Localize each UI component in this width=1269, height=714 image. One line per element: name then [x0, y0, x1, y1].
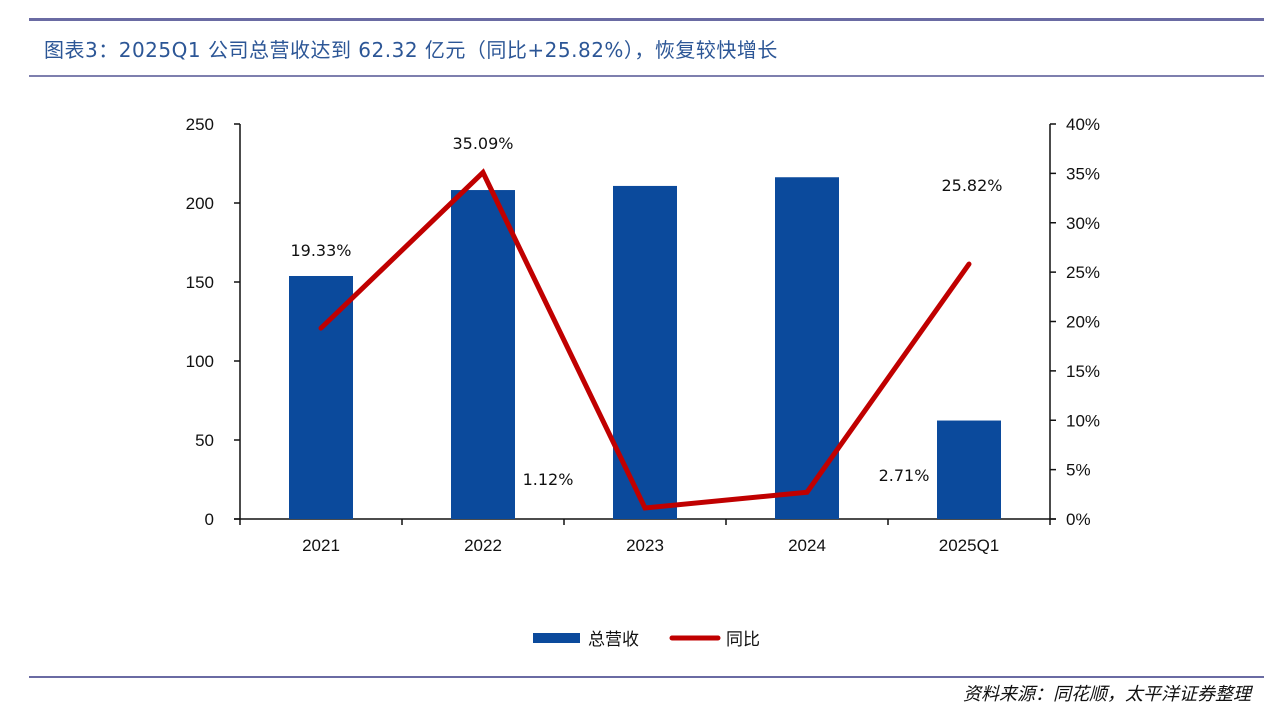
legend-label-yoy: 同比: [726, 630, 760, 650]
bar-2025Q1: [937, 420, 1001, 519]
left-axis-tick-label: 250: [186, 115, 214, 134]
bar-series: [289, 177, 1001, 519]
x-axis-tick-label: 2024: [788, 536, 826, 555]
right-axis-tick-label: 25%: [1066, 263, 1100, 282]
left-axis-tick-label: 200: [186, 194, 214, 213]
x-axis-tick-label: 2022: [464, 536, 502, 555]
chart-title: 图表3：2025Q1 公司总营收达到 62.32 亿元（同比+25.82%），恢…: [44, 38, 778, 62]
bar-2023: [613, 185, 677, 519]
data-label-2025Q1: 25.82%: [941, 176, 1002, 195]
x-axis-tick-label: 2025Q1: [939, 536, 1000, 555]
legend: 总营收 同比: [533, 630, 760, 650]
left-axis-tick-label: 0: [205, 510, 214, 529]
source-note: 资料来源：同花顺，太平洋证券整理: [963, 684, 1251, 705]
data-label-2021: 19.33%: [290, 241, 351, 260]
x-axis-tick-label: 2023: [626, 536, 664, 555]
bar-2024: [775, 177, 839, 519]
right-axis-tick-label: 10%: [1066, 411, 1100, 430]
bar-2021: [289, 275, 353, 519]
right-axis-tick-label: 40%: [1066, 115, 1100, 134]
legend-swatch-revenue: [533, 633, 580, 643]
bar-2022: [451, 190, 515, 519]
x-axis-tick-label: 2021: [302, 536, 340, 555]
data-label-2022: 35.09%: [452, 134, 513, 153]
data-label-2024: 2.71%: [879, 466, 930, 485]
right-axis-tick-label: 20%: [1066, 313, 1100, 332]
left-axis-tick-label: 50: [195, 431, 214, 450]
right-axis-tick-label: 5%: [1066, 461, 1091, 480]
left-axis-tick-label: 150: [186, 273, 214, 292]
legend-label-revenue: 总营收: [588, 630, 639, 650]
footer-rule: [29, 676, 1264, 678]
header-top-rule: [29, 18, 1264, 21]
left-axis-tick-label: 100: [186, 352, 214, 371]
right-axis-tick-label: 0%: [1066, 510, 1091, 529]
right-axis-tick-label: 35%: [1066, 164, 1100, 183]
data-label-2023: 1.12%: [523, 470, 574, 489]
right-axis-tick-label: 30%: [1066, 214, 1100, 233]
right-axis-tick-label: 15%: [1066, 362, 1100, 381]
data-labels: 19.33% 35.09% 1.12% 2.71% 25.82%: [290, 134, 1002, 489]
header-bottom-rule: [29, 75, 1264, 77]
line-series: [318, 168, 972, 511]
